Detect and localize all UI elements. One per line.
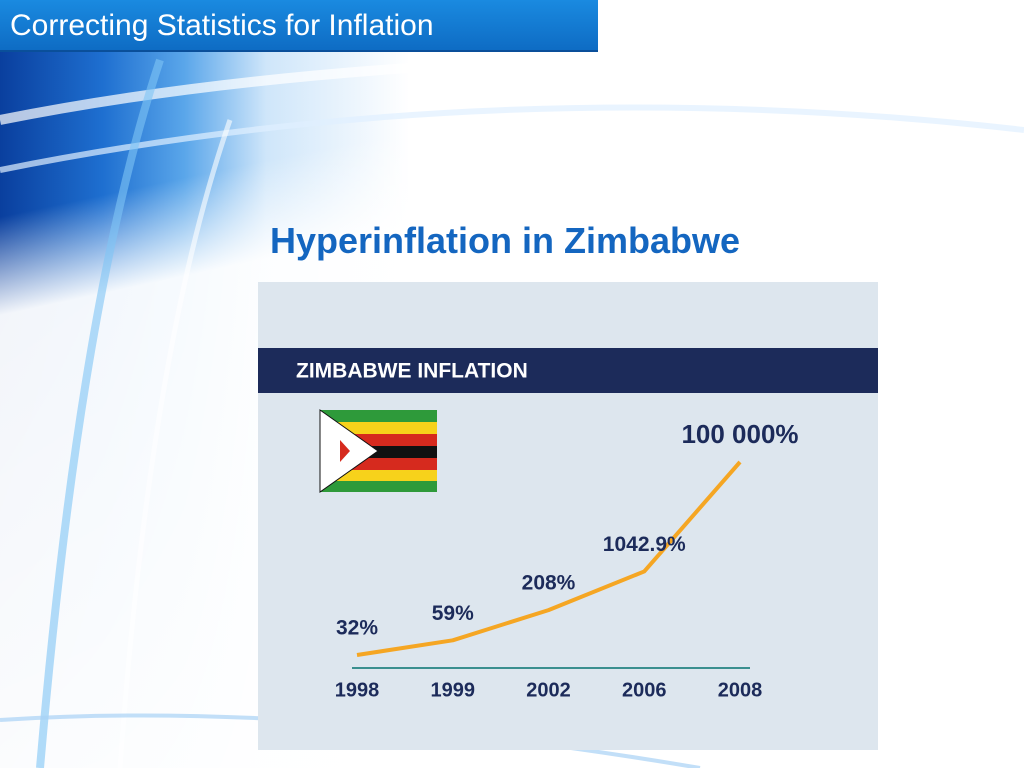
chart-title: ZIMBABWE INFLATION bbox=[296, 360, 528, 383]
x-tick-label: 2002 bbox=[526, 679, 571, 701]
slide-title: Hyperinflation in Zimbabwe bbox=[269, 220, 741, 261]
data-line bbox=[356, 460, 742, 657]
x-tick-label: 1998 bbox=[335, 679, 380, 701]
value-label: 1042.9% bbox=[603, 533, 686, 556]
header-title: Correcting Statistics for Inflation bbox=[10, 9, 434, 42]
x-tick-label: 2006 bbox=[622, 679, 667, 701]
value-label: 100 000% bbox=[681, 419, 798, 449]
x-tick-label: 2008 bbox=[718, 679, 763, 701]
value-label: 32% bbox=[336, 617, 378, 640]
value-label: 208% bbox=[522, 572, 576, 595]
header-bar: Correcting Statistics for Inflation bbox=[0, 0, 598, 52]
chart-title-bar bbox=[258, 348, 878, 393]
x-tick-label: 1999 bbox=[431, 679, 476, 701]
flag bbox=[319, 409, 437, 493]
value-label: 59% bbox=[432, 602, 474, 625]
